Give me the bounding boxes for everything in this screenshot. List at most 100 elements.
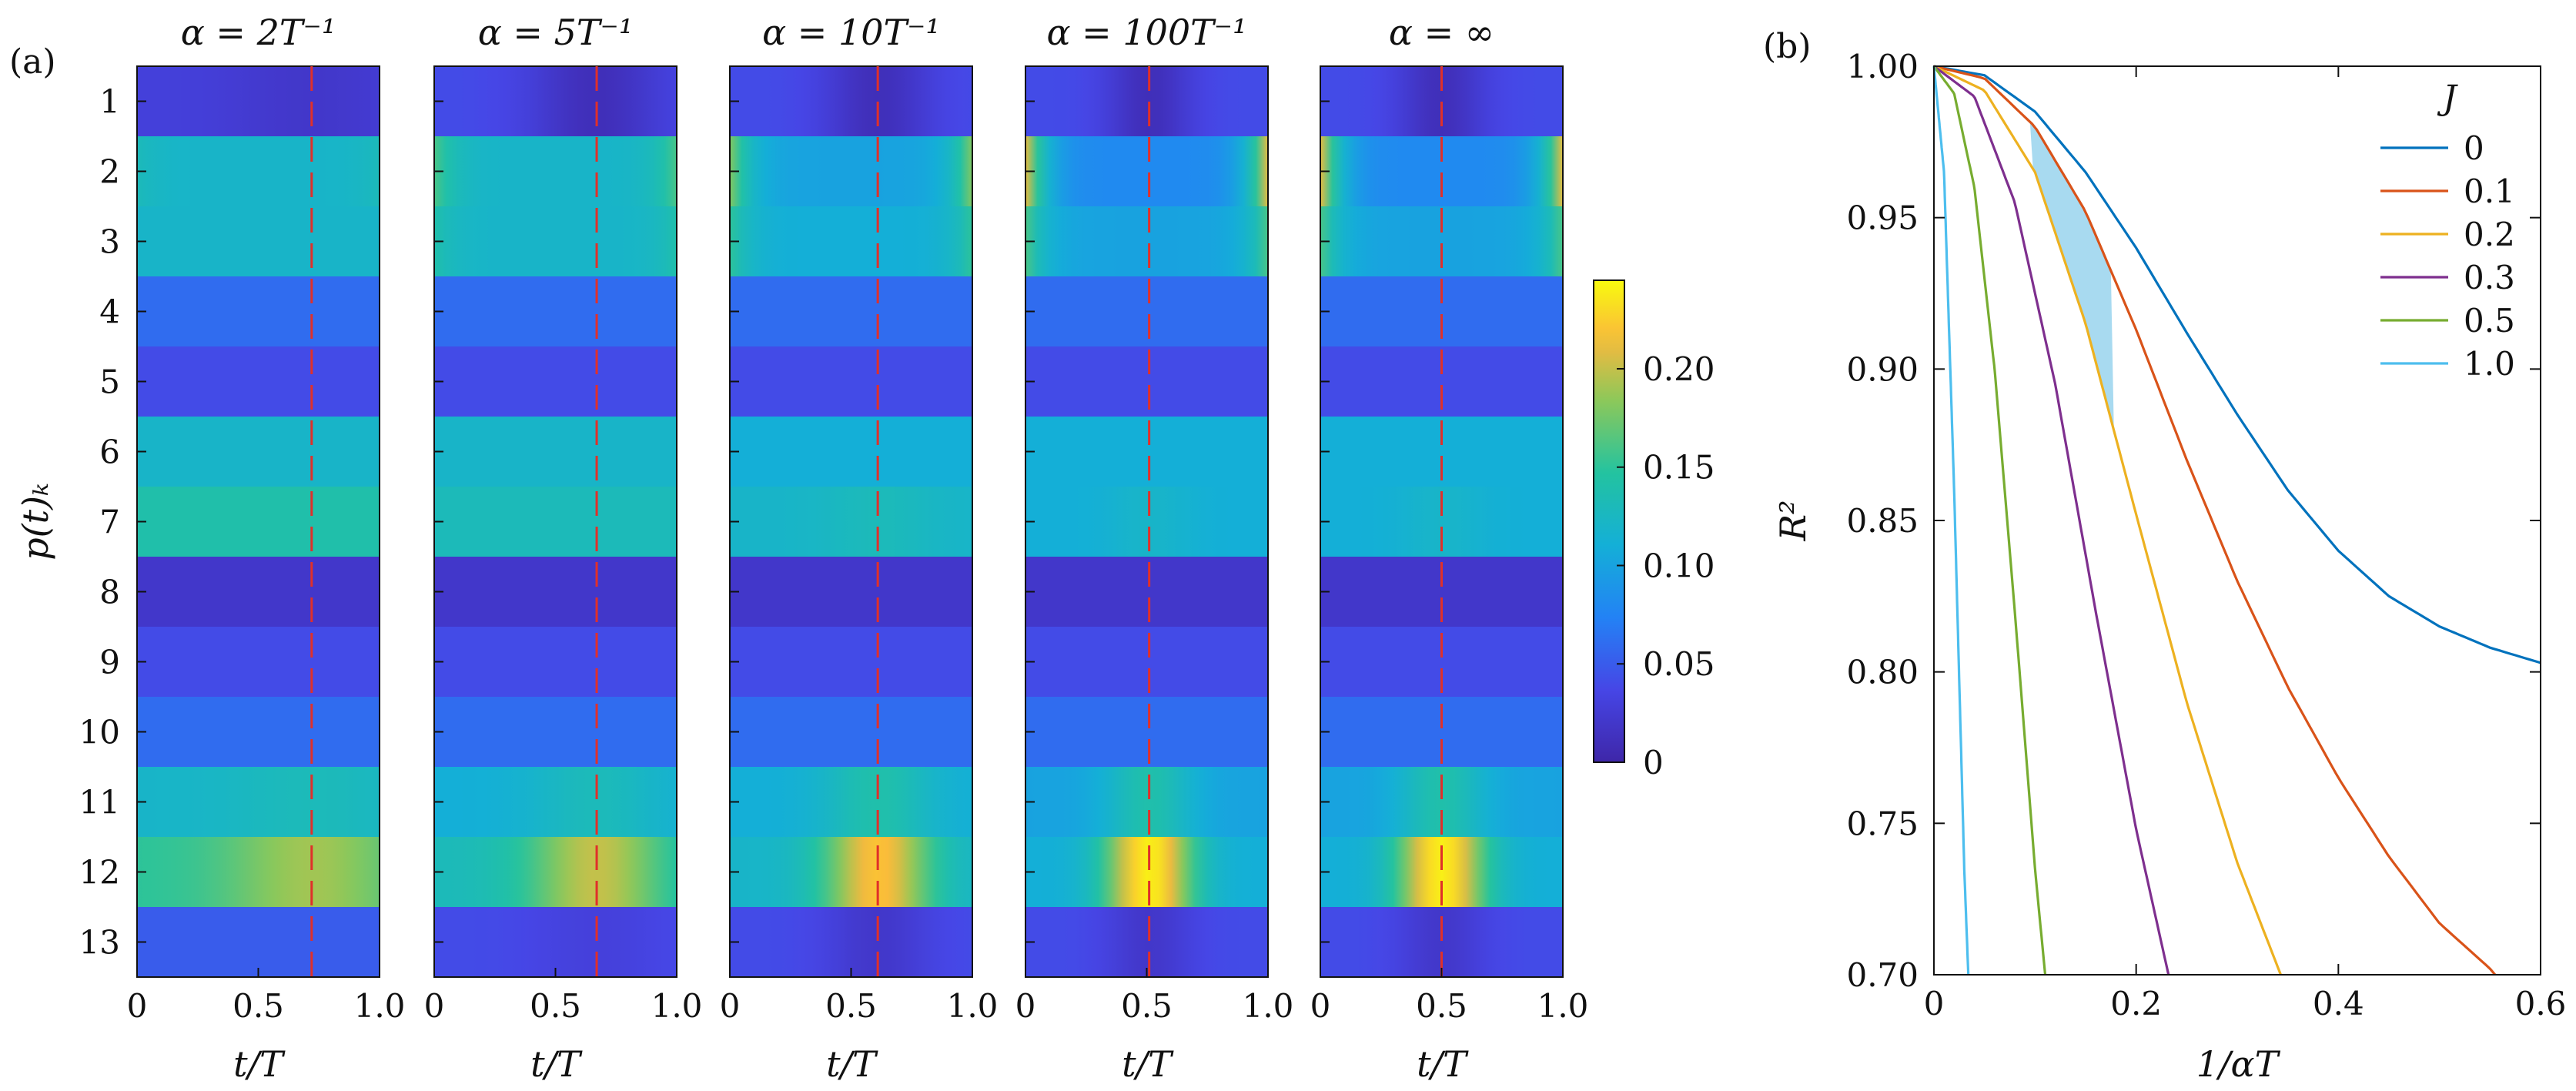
x-tick-label: 0: [127, 987, 148, 1025]
heatmap-row-cell: [434, 697, 677, 768]
heatmap-title: α = 5T⁻¹: [478, 12, 634, 53]
x-tick-label: 0: [1310, 987, 1331, 1025]
legend-label: 0.1: [2464, 172, 2515, 210]
y-tick-label: 0.70: [1846, 956, 1919, 994]
series-line-J-0.2: [1933, 65, 2282, 976]
x-axis-label: t/T: [1417, 1043, 1469, 1085]
x-tick-label: 0.6: [2515, 985, 2567, 1022]
legend: J0 0.1 0.2 0.3 0.5 1.0: [2380, 79, 2515, 383]
heatmap-row-cell: [730, 206, 972, 277]
heatmap-row-cell: [1025, 487, 1268, 557]
heatmap-row-cell: [730, 346, 972, 417]
legend-label: 0: [2464, 129, 2484, 167]
heatmap-row-cell: [730, 487, 972, 557]
panel-label-b: (b): [1763, 27, 1812, 66]
heatmap-panel-4: α = 100T⁻¹ 0 0.5 1.0 t/T: [1015, 12, 1294, 1085]
x-tick-label: 1.0: [651, 987, 703, 1025]
heatmap-row-cell: [1025, 697, 1268, 768]
x-tick-label: 0.5: [825, 987, 877, 1025]
heatmap-row-cell: [1025, 767, 1268, 838]
y-tick-label: 5: [99, 363, 120, 401]
x-axis-label: t/T: [530, 1043, 583, 1085]
series-line-J-1.0: [1932, 65, 1970, 976]
heatmap-row-cell: [434, 487, 677, 557]
heatmap-row-cell: [730, 136, 972, 207]
colorbar-tick-label: 0.10: [1643, 547, 1715, 584]
heatmap-row-cell: [730, 907, 972, 978]
panel-label-a: (a): [9, 42, 56, 82]
plot-frame: [1933, 65, 2541, 976]
heatmap-row-cell: [1025, 276, 1268, 347]
heatmap-row-cell: [137, 767, 380, 838]
heatmap-row-cell: [434, 837, 677, 908]
heatmap-row-cell: [137, 697, 380, 768]
line-chart: 0 0.2 0.4 0.60.700.750.800.850.900.951.001/…: [1772, 48, 2566, 1085]
heatmap-row-cell: [1025, 837, 1268, 908]
heatmap-row-cell: [434, 557, 677, 627]
colorbar-tick-label: 0.05: [1643, 645, 1715, 683]
y-axis-label: p(t)ₖ: [15, 483, 56, 561]
x-axis-label: t/T: [1122, 1043, 1174, 1085]
series-line-J-0.3: [1933, 65, 2170, 976]
heatmap-row-cell: [730, 697, 972, 768]
x-tick-label: 1.0: [354, 987, 406, 1025]
y-tick-label: 7: [99, 504, 120, 541]
heatmap-row-cell: [434, 136, 677, 207]
heatmap-row-cell: [137, 487, 380, 557]
y-tick-label: 0.95: [1846, 199, 1919, 237]
heatmap-panel-2: α = 5T⁻¹ 0 0.5 1.0 t/T: [424, 12, 703, 1085]
heatmap-row-cell: [1025, 206, 1268, 277]
heatmap-row-cell: [1025, 136, 1268, 207]
y-tick-label: 4: [99, 293, 120, 331]
heatmap-panel-3: α = 10T⁻¹ 0 0.5 1.0 t/T: [720, 12, 999, 1085]
heatmap-row-cell: [1025, 557, 1268, 627]
y-tick-label: 13: [79, 924, 120, 962]
heatmap-row-cell: [137, 66, 380, 137]
y-tick-label: 2: [99, 153, 120, 191]
heatmap-row-cell: [137, 557, 380, 627]
y-tick-label: 0.90: [1846, 350, 1919, 388]
y-tick-label: 6: [99, 433, 120, 471]
heatmap-row-cell: [137, 837, 380, 908]
y-tick-label: 8: [99, 574, 120, 611]
heatmap-row-cell: [730, 417, 972, 487]
heatmap-row-cell: [137, 206, 380, 277]
x-tick-label: 0: [1924, 985, 1945, 1022]
heatmap-row-cell: [434, 767, 677, 838]
y-tick-label: 10: [79, 714, 120, 751]
y-tick-label: 9: [99, 644, 120, 681]
heatmap-row-cell: [434, 206, 677, 277]
y-axis-label: R²: [1772, 500, 1814, 541]
series-line-J-0.5: [1932, 65, 2047, 976]
heatmap-row-cell: [730, 276, 972, 347]
y-tick-label: 3: [99, 223, 120, 261]
x-tick-label: 0.5: [233, 987, 284, 1025]
x-tick-label: 0.5: [1416, 987, 1467, 1025]
heatmap-row-cell: [137, 627, 380, 698]
x-tick-label: 0.2: [2110, 985, 2162, 1022]
y-tick-label: 0.85: [1846, 502, 1919, 540]
heatmap-title: α = 2T⁻¹: [181, 12, 336, 53]
heatmap-row-cell: [434, 417, 677, 487]
colorbar: 0 0.05 0.10 0.15 0.20: [1593, 279, 1715, 781]
heatmap-row-cell: [137, 346, 380, 417]
heatmap-row-cell: [137, 417, 380, 487]
heatmap-row-cell: [730, 767, 972, 838]
heatmap-panel-5: α = ∞ 0 0.5 1.0 t/T: [1310, 12, 1589, 1085]
heatmap-row-cell: [1025, 66, 1268, 137]
heatmap-row-cell: [137, 136, 380, 207]
heatmap-row-cell: [137, 907, 380, 978]
colorbar-tick-label: 0.15: [1643, 449, 1715, 487]
heatmap-title: α = ∞: [1389, 12, 1494, 53]
heatmap-row-cell: [434, 907, 677, 978]
x-tick-label: 0: [424, 987, 445, 1025]
heatmap-row-cell: [730, 627, 972, 698]
heatmap-row-cell: [1025, 907, 1268, 978]
heatmap-row-cell: [1025, 417, 1268, 487]
series-line-J-0: [1933, 65, 2541, 664]
heatmap-row-cell: [434, 627, 677, 698]
x-tick-label: 1.0: [1243, 987, 1294, 1025]
heatmap-row-cell: [137, 276, 380, 347]
heatmap-row-cell: [1025, 346, 1268, 417]
